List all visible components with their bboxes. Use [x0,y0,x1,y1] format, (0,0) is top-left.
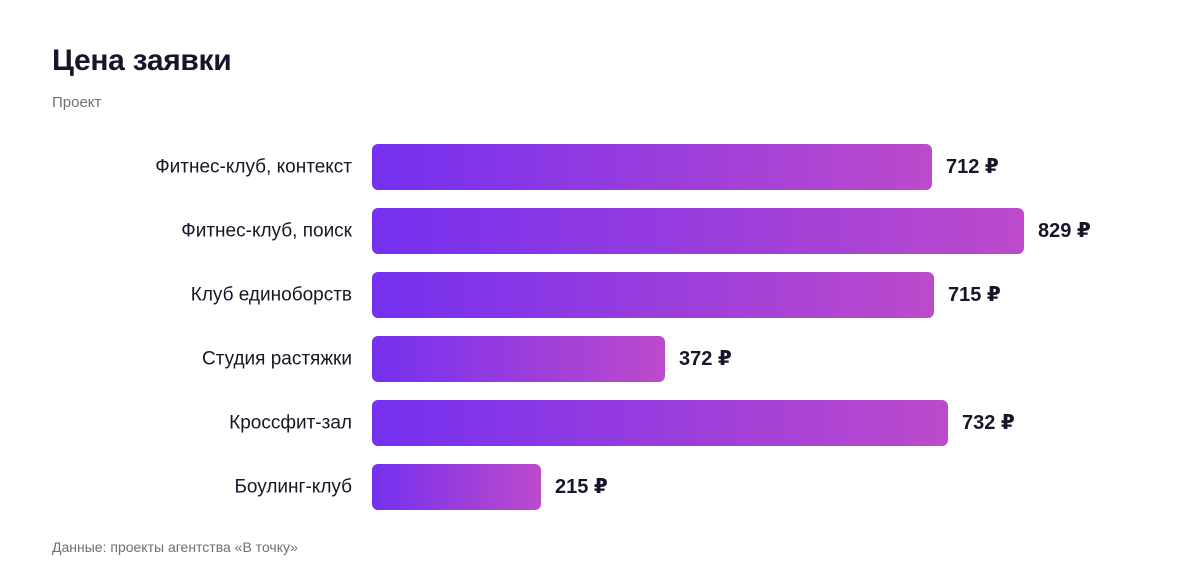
bar [372,208,1024,254]
source-footnote: Данные: проекты агентства «В точку» [52,539,298,555]
bar [372,400,948,446]
value-label: 829 ₽ [1038,220,1091,242]
bar [372,336,665,382]
bar [372,464,541,510]
value-label: 732 ₽ [962,412,1015,434]
axis-label-project: Проект [52,94,102,111]
bar [372,272,934,318]
value-label: 715 ₽ [948,284,1001,306]
category-label: Кроссфит-зал [229,413,352,434]
category-label: Клуб единоборств [191,285,352,306]
category-label: Боулинг-клуб [234,477,352,498]
value-label: 712 ₽ [946,156,999,178]
value-label: 215 ₽ [555,476,608,498]
category-label: Фитнес-клуб, поиск [181,221,352,242]
bar [372,144,932,190]
category-label: Фитнес-клуб, контекст [155,157,352,178]
category-label: Студия растяжки [202,349,352,370]
value-label: 372 ₽ [679,348,732,370]
bars-group: Фитнес-клуб, контекст 712 ₽ Фитнес-клуб, п… [155,144,1091,510]
chart-title: Цена заявки [52,44,232,77]
